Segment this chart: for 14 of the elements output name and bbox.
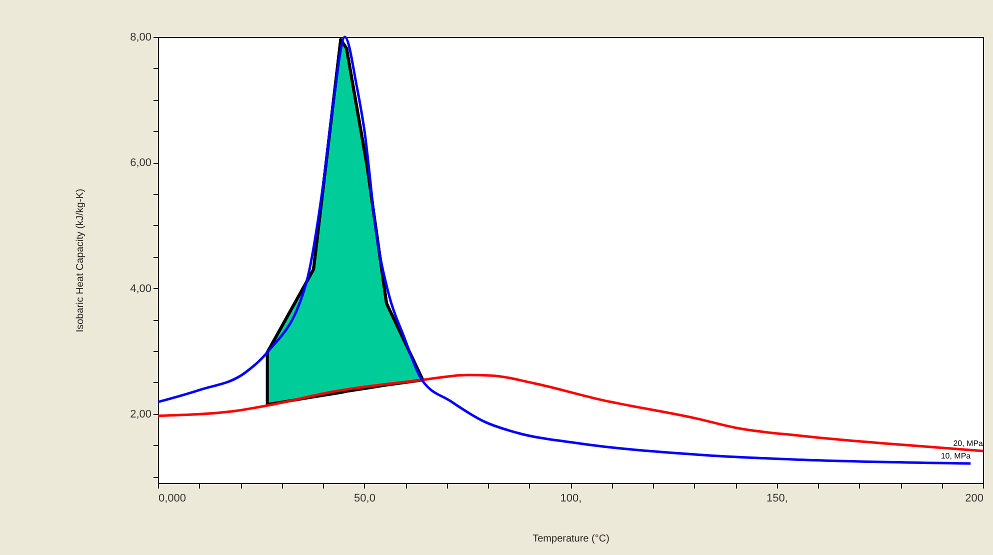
x-tick-label: 50,0 <box>354 492 376 504</box>
y-tick-label: 6,00 <box>130 157 152 170</box>
x-tick-label: 150, <box>766 492 788 504</box>
y-axis-title: Isobaric Heat Capacity (kJ/kg-K) <box>75 188 86 332</box>
y-tick-label: 8,00 <box>130 32 152 44</box>
x-tick-label: 100, <box>560 492 582 504</box>
x-axis-title: Temperature (°C) <box>532 534 610 544</box>
y-tick-label: 2,00 <box>130 408 152 420</box>
line-series <box>156 374 984 452</box>
series-label: 10, MPa <box>940 452 972 461</box>
series-label: 20, MPa <box>953 438 984 448</box>
y-tick-label: 4,00 <box>130 282 152 295</box>
x-tick-label: 200 <box>965 492 984 504</box>
x-tick-label: 0,000 <box>158 492 186 504</box>
